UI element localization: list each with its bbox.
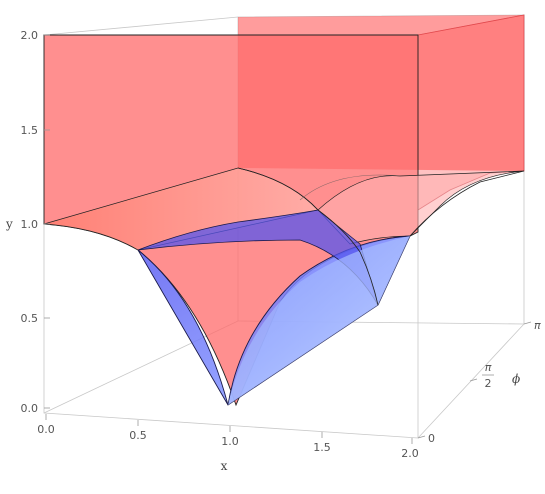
- phi-tick-label-den: 2: [485, 377, 492, 390]
- x-axis-label: x: [221, 459, 228, 473]
- phi-tick-label: π: [534, 319, 541, 332]
- x-tick-label: 1.5: [313, 441, 331, 454]
- y-tick-label: 0.5: [21, 312, 39, 325]
- phi-axis: 0 π 2 π ϕ: [417, 319, 541, 445]
- arc-outline-1: [237, 167, 319, 211]
- x-tick-label: 1.0: [221, 435, 239, 448]
- blue-side-face: [228, 236, 410, 405]
- x-tick-label: 2.0: [401, 447, 419, 460]
- arc-outline-2: [317, 209, 379, 306]
- phi-tick-label-num: π: [485, 361, 492, 374]
- y-axis-label: y: [5, 217, 13, 231]
- y-tick-label: 1.5: [21, 124, 39, 137]
- phi-axis-label: ϕ: [512, 372, 520, 386]
- y-tick-label: 1.0: [21, 218, 39, 231]
- phi-tick-label: 0: [428, 432, 435, 445]
- y-tick-label: 2.0: [21, 29, 39, 42]
- y-axis: 2.0 1.5 1.0 0.5 0.0 y: [5, 29, 50, 415]
- arc-outline-4: [299, 174, 401, 201]
- red-shelf-right: [317, 170, 525, 245]
- x-axis: 0.0 0.5 1.0 1.5 2.0 x: [37, 414, 419, 473]
- arc-outline-3: [409, 170, 525, 237]
- x-tick-label: 0.5: [129, 429, 147, 442]
- x-tick-label: 0.0: [37, 423, 55, 436]
- y-tick-label: 0.0: [21, 402, 39, 415]
